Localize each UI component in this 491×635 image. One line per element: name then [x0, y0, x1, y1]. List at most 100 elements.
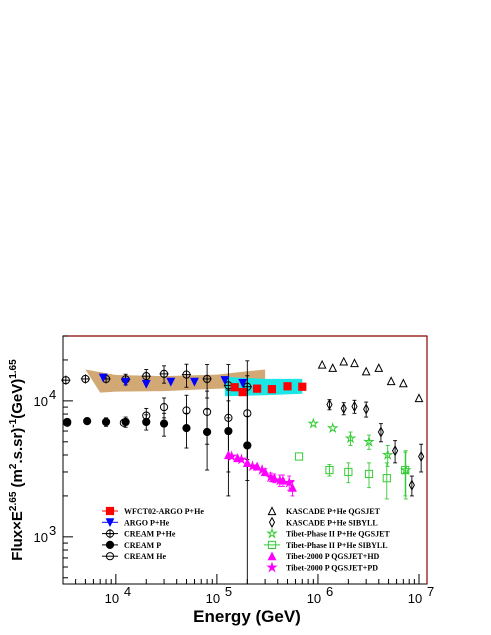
x-tick-label-exp: 6 — [326, 584, 333, 599]
series-tibet-2000-p-qgsjet-pd — [225, 450, 296, 491]
y-title-part: .s.sr) — [9, 428, 26, 464]
data-point — [298, 382, 307, 391]
y-title-part: 2.65 — [8, 491, 19, 511]
data-point — [267, 385, 276, 394]
series-tibet-phase-ii-p-he-qgsjet — [307, 417, 412, 500]
data-point — [317, 359, 327, 369]
data-point — [386, 376, 396, 386]
data-point — [307, 417, 320, 429]
y-tick-label-exp: 4 — [49, 387, 56, 402]
legend-marker — [268, 516, 276, 528]
data-point — [418, 450, 425, 463]
legend: WFCT02-ARGO P+He ARGO P+He CREAM P+He CREAM… — [102, 506, 390, 573]
data-point — [283, 382, 292, 391]
data-point — [238, 388, 247, 397]
legend-label: Tibet-2000 P QGSJET+HD — [286, 552, 380, 561]
data-point — [274, 474, 286, 486]
data-point — [350, 358, 359, 368]
data-point — [344, 467, 353, 477]
data-point — [377, 426, 385, 438]
data-point — [326, 422, 339, 434]
legend-marker — [267, 551, 277, 561]
x-tick-label-exp: 5 — [225, 584, 232, 599]
x-tick-label: 10 — [408, 591, 422, 606]
data-point — [283, 476, 296, 488]
data-point — [392, 445, 399, 457]
data-point — [182, 406, 191, 415]
y-title-part: (m — [9, 469, 26, 492]
series-argo-p-he — [98, 373, 248, 389]
series-layer — [61, 356, 425, 585]
data-point — [294, 452, 304, 461]
legend-marker — [266, 561, 278, 573]
legend-label: Tibet-2000 P QGSJET+PD — [286, 564, 378, 573]
data-point — [141, 379, 151, 389]
data-point — [181, 370, 192, 380]
data-point — [63, 418, 72, 427]
data-point — [230, 383, 239, 392]
data-point — [288, 482, 297, 492]
data-point — [408, 479, 415, 491]
data-point — [220, 376, 230, 385]
data-point — [141, 371, 151, 381]
y-tick-label: 10 — [34, 394, 48, 409]
x-axis-title: Energy (GeV) — [193, 607, 301, 626]
data-point — [344, 432, 357, 444]
band-0 — [85, 369, 266, 393]
data-point — [339, 356, 349, 366]
data-point — [235, 453, 248, 465]
series-tibet-phase-ii-p-he-sibyll — [294, 451, 410, 500]
data-point — [142, 411, 151, 420]
legend-label: Tibet-Phase II P+He SIBYLL — [286, 541, 388, 550]
data-point — [256, 463, 268, 475]
data-point — [374, 363, 384, 372]
legend-marker — [266, 527, 278, 539]
y-tick-label-exp: 3 — [49, 523, 56, 538]
data-point — [328, 363, 338, 372]
tick-marks — [62, 335, 420, 584]
data-point — [166, 377, 176, 387]
data-point — [224, 413, 233, 422]
data-point — [246, 460, 259, 472]
x-tick-label: 10 — [105, 591, 119, 606]
data-point — [119, 418, 128, 427]
y-axis-title: Flux×E2.65 (m2.s.sr)-1(GeV)1.65 — [8, 359, 26, 561]
data-point — [363, 403, 370, 415]
legend-label: ARGO P+He — [124, 518, 170, 527]
data-point — [361, 366, 371, 376]
legend-label: CREAM P+He — [124, 530, 176, 539]
data-point — [225, 450, 238, 462]
data-point — [243, 409, 252, 418]
legend-label: CREAM P — [124, 541, 161, 550]
data-point — [190, 377, 199, 387]
x-tick-label-exp: 4 — [124, 584, 131, 599]
legend-label: WFCT02-ARGO P+He — [124, 507, 204, 516]
data-point — [202, 407, 212, 416]
data-point — [264, 471, 277, 483]
series-kascade-p-he-sibyll — [326, 398, 425, 497]
data-point — [159, 419, 169, 428]
data-point — [238, 379, 248, 388]
data-point — [253, 384, 262, 393]
data-point — [83, 416, 92, 426]
tick-labels: 10 4 10 5 10 6 10 710 310 4 — [34, 387, 435, 606]
data-point — [80, 374, 91, 384]
legend-label: KASCADE P+He QGSJET — [286, 507, 381, 516]
y-title-part: Flux×E — [9, 511, 26, 561]
data-point — [98, 373, 108, 383]
data-point — [414, 393, 424, 403]
data-point — [351, 400, 358, 413]
data-point — [326, 398, 333, 411]
data-point — [398, 378, 408, 388]
y-tick-label: 10 — [34, 530, 48, 545]
legend-label: Tibet-Phase II P+He QGSJET — [286, 530, 390, 539]
data-point — [340, 402, 347, 415]
y-title-part: -1 — [8, 418, 19, 427]
y-title-part: 1.65 — [8, 359, 19, 379]
data-point — [159, 369, 169, 379]
data-point — [381, 448, 394, 460]
y-title-part: (GeV) — [9, 379, 26, 419]
data-point — [121, 377, 131, 387]
data-point — [382, 474, 391, 483]
x-tick-label-exp: 7 — [427, 584, 434, 599]
